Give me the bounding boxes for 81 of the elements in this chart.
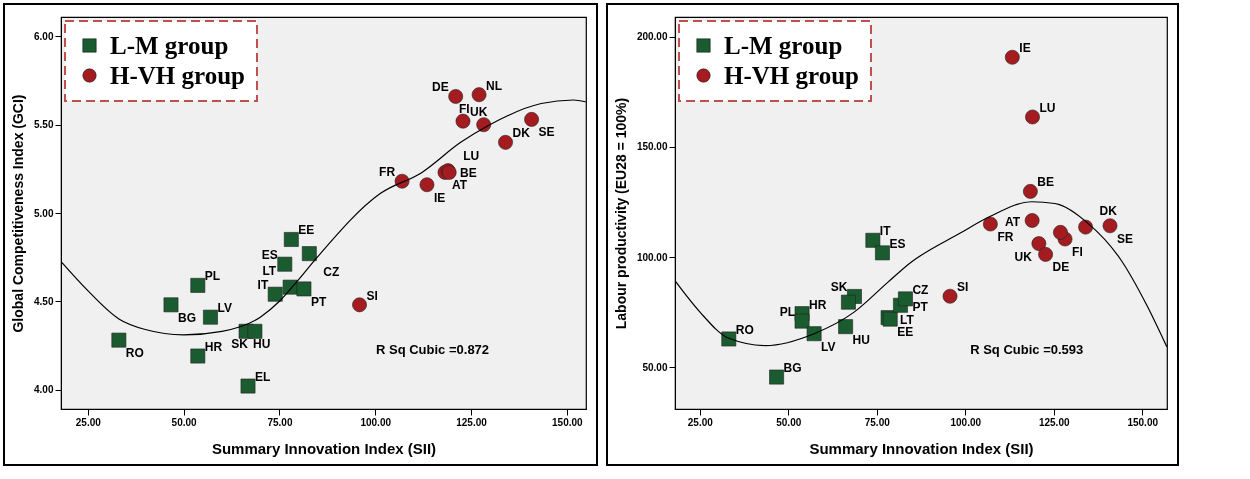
annotation: AT	[1005, 215, 1021, 230]
annotation: LU	[463, 149, 480, 164]
annotation: R Sq Cubic =0.872	[376, 342, 490, 358]
annotation: SK	[830, 280, 848, 295]
annotation: PT	[912, 300, 929, 315]
annotation: DE	[1052, 260, 1070, 275]
y-tick-label: 4.50	[34, 295, 54, 307]
annotation: CZ	[323, 264, 340, 279]
x-tick-label: 25.00	[75, 416, 102, 428]
annotation: EE	[897, 325, 914, 340]
annotation: HR	[204, 340, 223, 355]
x-axis-title: Summary Innovation Index (SII)	[809, 439, 1034, 457]
annotation: PT	[310, 294, 327, 309]
annotation: RO	[735, 322, 754, 337]
x-tick-label: 75.00	[267, 416, 293, 428]
annotation: BG	[177, 310, 196, 325]
annotation: LT	[900, 312, 915, 327]
annotation: PL	[204, 269, 221, 284]
annotation: FR	[379, 165, 396, 180]
y-tick-label: 4.00	[34, 384, 54, 396]
x-axis-title: Summary Innovation Index (SII)	[211, 439, 437, 457]
x-tick-label: 125.00	[456, 416, 488, 428]
annotation: EL	[255, 370, 271, 385]
annotation: ES	[261, 248, 278, 263]
annotation: IT	[257, 278, 269, 293]
annotation: SI	[366, 288, 378, 303]
legend-label: L-M group	[724, 31, 843, 59]
x-tick-label: 50.00	[171, 416, 198, 428]
x-tick-label: 100.00	[950, 416, 982, 428]
annotation: R Sq Cubic =0.593	[970, 342, 1084, 358]
x-tick-label: 125.00	[1038, 416, 1070, 428]
x-tick-label: 50.00	[776, 416, 802, 428]
y-tick-label: 5.50	[34, 119, 54, 131]
annotation: PL	[779, 305, 796, 320]
x-tick-label: 150.00	[1127, 416, 1159, 428]
y-tick-label: 5.00	[34, 207, 54, 219]
y-tick-label: 150.00	[636, 141, 668, 153]
annotation: FR	[997, 230, 1014, 245]
annotation: IE	[1019, 41, 1031, 56]
annotation: LV	[217, 301, 232, 316]
annotation: SI	[957, 280, 969, 295]
x-tick-label: 75.00	[864, 416, 891, 428]
annotation: LT	[262, 264, 277, 279]
y-axis-title: Global Competitiveness Index (GCI)	[10, 94, 27, 333]
y-tick-label: 6.00	[34, 30, 54, 42]
annotation: NL	[486, 78, 503, 93]
y-tick-label: 200.00	[636, 31, 668, 43]
annotation: HU	[852, 332, 870, 347]
annotation: LU	[1039, 100, 1056, 115]
annotation: AT	[451, 178, 468, 193]
annotation: FI	[459, 101, 470, 116]
y-axis-title: Labour productivity (EU28 = 100%)	[612, 97, 629, 330]
annotation: IT	[879, 224, 892, 239]
annotation: IE	[433, 190, 446, 205]
annotation: UK	[1014, 249, 1033, 264]
annotation: HU	[253, 337, 271, 352]
annotation: DK	[1099, 204, 1118, 219]
annotation: UK	[469, 105, 488, 120]
annotation: DK	[512, 126, 531, 141]
annotation: HR	[809, 297, 827, 312]
annotation: LV	[821, 339, 836, 354]
annotation: SK	[231, 337, 249, 352]
annotation: BE	[460, 165, 477, 180]
annotation: FI	[1072, 244, 1083, 259]
legend-label: L-M group	[110, 31, 229, 59]
legend-label: H-VH group	[724, 61, 859, 89]
y-tick-label: 50.00	[642, 361, 668, 373]
annotation: SE	[538, 125, 555, 140]
annotation: SE	[1117, 231, 1134, 246]
annotation: BG	[783, 361, 802, 376]
x-tick-label: 25.00	[687, 416, 714, 428]
x-tick-label: 100.00	[360, 416, 392, 428]
x-tick-label: 150.00	[552, 416, 584, 428]
annotation: CZ	[912, 282, 929, 297]
y-tick-label: 100.00	[636, 251, 668, 263]
annotation: DE	[432, 80, 449, 95]
annotation: ES	[889, 236, 906, 251]
legend-label: H-VH group	[110, 61, 245, 89]
annotation: EE	[298, 223, 315, 238]
annotation: RO	[125, 346, 144, 361]
annotation: BE	[1037, 175, 1055, 190]
